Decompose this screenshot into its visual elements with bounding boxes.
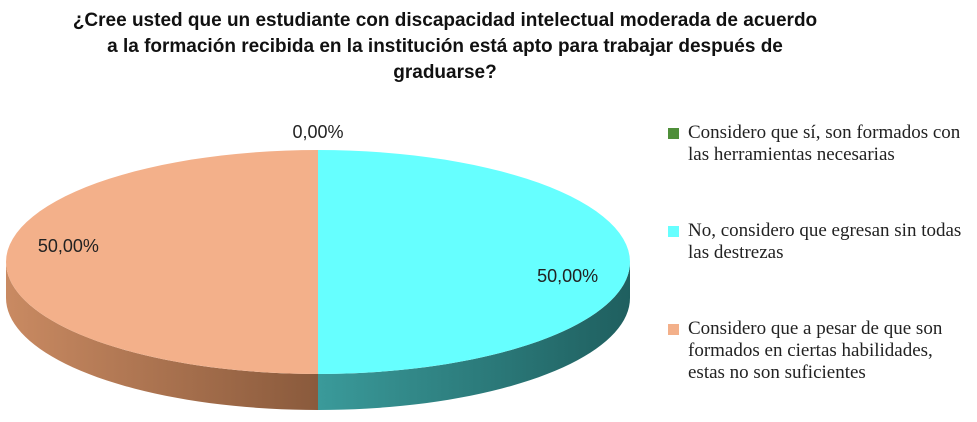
- legend-label: Considero que a pesar de que son formado…: [688, 318, 943, 383]
- legend-swatch: [668, 324, 679, 335]
- data-label: 50,00%: [38, 236, 99, 256]
- legend-item: Considero que a pesar de que son formado…: [668, 318, 973, 384]
- legend-swatch: [668, 226, 679, 237]
- legend-label: Considero que sí, son formados con las h…: [688, 122, 961, 165]
- data-label: 0,00%: [292, 122, 343, 142]
- legend-item: Considero que sí, son formados con las h…: [668, 122, 973, 166]
- slice-side: [318, 262, 630, 410]
- legend-label: No, considero que egresan sin todas las …: [688, 220, 962, 263]
- slice-side: [6, 262, 318, 410]
- legend-swatch: [668, 128, 679, 139]
- legend-item: No, considero que egresan sin todas las …: [668, 220, 973, 264]
- chart-title: ¿Cree usted que un estudiante con discap…: [72, 10, 818, 83]
- slice: [318, 150, 630, 374]
- data-label: 50,00%: [537, 266, 598, 286]
- slice: [6, 150, 318, 374]
